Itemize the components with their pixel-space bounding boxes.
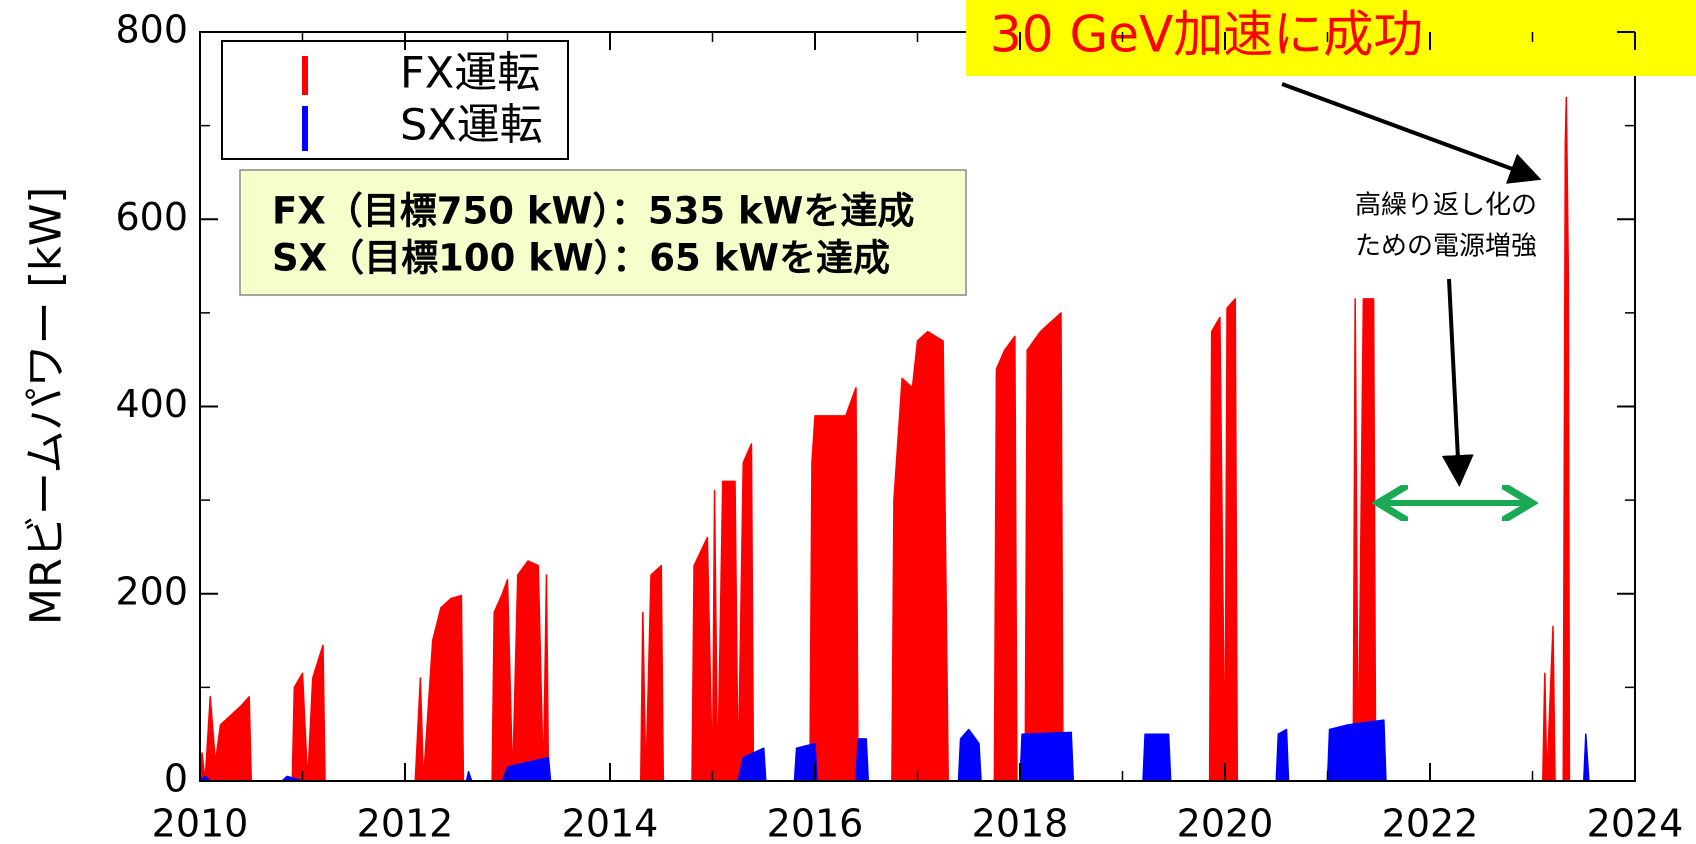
y-tick-label: 800 bbox=[115, 8, 188, 52]
y-tick-label: 600 bbox=[115, 195, 188, 239]
x-tick-label: 2022 bbox=[1382, 802, 1479, 844]
y-axis-title: MRビームパワー [kW] bbox=[22, 187, 72, 625]
legend-label: SX運転 bbox=[400, 101, 543, 151]
annotation: 高繰り返し化の bbox=[1355, 191, 1537, 221]
arrow bbox=[1441, 278, 1474, 487]
annotation: ための電源増強 bbox=[1355, 232, 1537, 262]
y-tick-label: 200 bbox=[115, 569, 188, 613]
headline: 30 GeV加速に成功 bbox=[990, 6, 1423, 64]
x-tick-label: 2016 bbox=[767, 802, 864, 844]
x-tick-label: 2020 bbox=[1177, 802, 1274, 844]
legend-swatch bbox=[302, 106, 308, 151]
info-text: FX（目標750 kW）：535 kWを達成 bbox=[272, 190, 914, 233]
info-text: SX（目標100 kW）：65 kWを達成 bbox=[272, 237, 890, 280]
legend-label: FX運転 bbox=[400, 49, 540, 99]
y-tick-label: 400 bbox=[115, 382, 188, 426]
legend-swatch bbox=[302, 56, 308, 95]
x-tick-label: 2012 bbox=[357, 802, 454, 844]
x-tick-label: 2024 bbox=[1587, 802, 1684, 844]
legend: FX運転 SX運転 bbox=[221, 40, 569, 160]
info-box bbox=[239, 169, 967, 296]
x-tick-label: 2014 bbox=[562, 802, 659, 844]
x-tick-label: 2010 bbox=[152, 802, 249, 844]
legend-box bbox=[221, 40, 569, 160]
headline-box bbox=[966, 0, 1696, 76]
x-tick-label: 2018 bbox=[972, 802, 1069, 844]
y-tick-label: 0 bbox=[164, 757, 188, 801]
arrow bbox=[1281, 82, 1542, 184]
